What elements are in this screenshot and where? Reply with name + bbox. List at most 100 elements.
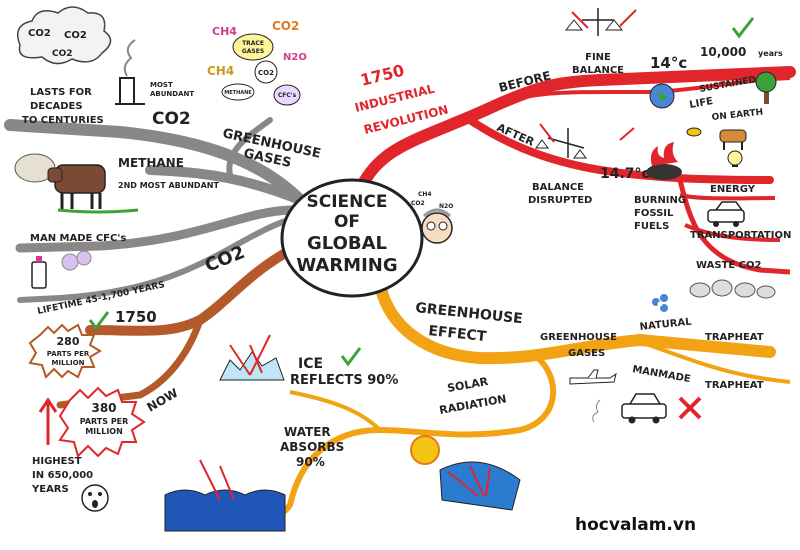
methane-note: 2ND MOST ABUNDANT xyxy=(118,181,219,190)
flower-icon xyxy=(652,294,668,312)
co2-branch-year: 1750 xyxy=(115,308,157,326)
ir-year: 1750 xyxy=(358,61,406,90)
co2-label: CO2 xyxy=(152,109,191,129)
trace-gas-word: CH4 xyxy=(207,64,234,78)
before-years: 10,000 xyxy=(700,45,746,59)
ge-gases-2: GASES xyxy=(568,348,605,359)
trace-gas-word: GASES xyxy=(242,48,264,55)
dog-icon xyxy=(719,129,747,150)
after-balance-1: BALANCE xyxy=(532,182,584,193)
formula-n2o: N2O xyxy=(439,203,453,210)
before-fine-2: BALANCE xyxy=(572,65,624,76)
factory-chimney-icon xyxy=(115,39,145,105)
trace-gas-word: CFC's xyxy=(278,92,297,99)
center-line3: GLOBAL xyxy=(307,233,387,254)
highest-1: HIGHEST xyxy=(32,456,82,467)
before-years-unit: years xyxy=(758,49,783,58)
up-arrow-icon xyxy=(38,397,58,445)
energy-label: ENERGY xyxy=(710,184,756,195)
ppm-1750-badge: 280 PARTS PER MILLION xyxy=(28,323,102,379)
center-node: SCIENCE OF GLOBAL WARMING CH4 CO2 N2O xyxy=(280,178,453,298)
highest-2: IN 650,000 xyxy=(32,470,93,481)
co2-tag: MOST xyxy=(150,81,173,89)
center-line2: OF xyxy=(334,212,360,232)
ppm-now-unit-1: PARTS PER xyxy=(80,417,129,426)
check-icon xyxy=(731,17,755,39)
branch-co2 xyxy=(56,240,305,409)
co2-note-1: LASTS FOR xyxy=(30,87,92,98)
natural-label: NATURAL xyxy=(639,317,693,333)
branch-greenhouse-gases xyxy=(4,117,306,303)
formula-co2: CO2 xyxy=(411,200,425,207)
methane-label: METHANE xyxy=(118,156,184,170)
burning-1: BURNING xyxy=(634,195,686,206)
ge-label-2: EFFECT xyxy=(428,323,488,345)
water-label-3: 90% xyxy=(296,455,325,469)
co2-cloud-word: CO2 xyxy=(52,49,73,59)
ppm-now-unit-2: MILLION xyxy=(85,427,123,436)
ppm-1750-value: 280 xyxy=(57,335,80,348)
cfcs-label: MAN MADE CFC's xyxy=(30,233,126,244)
ge-gases-1: GREENHOUSE xyxy=(540,332,617,343)
trace-gas-word: TRACE xyxy=(242,40,264,47)
ice-label-2: REFLECTS 90% xyxy=(290,373,398,388)
watermark: hocvalam.vn xyxy=(575,515,696,535)
ocean-waves-icon xyxy=(164,459,286,532)
solar-label-1: SOLAR xyxy=(446,375,489,395)
center-line4: WARMING xyxy=(296,255,397,276)
co2-cloud-icon: CO2 CO2 CO2 xyxy=(17,6,112,65)
trapheat-1: TRAPHEAT xyxy=(705,332,764,343)
highest-3: YEARS xyxy=(31,484,69,495)
check-icon xyxy=(88,311,110,331)
airplane-icon xyxy=(569,369,617,385)
bee-icon xyxy=(686,127,702,137)
car-icon xyxy=(707,201,745,227)
car-icon xyxy=(592,393,667,424)
water-label-2: ABSORBS xyxy=(280,440,344,454)
after-temp: 14.7°c xyxy=(600,166,650,182)
sun-earth-icon xyxy=(410,435,521,511)
cross-icon xyxy=(678,396,702,420)
trace-gas-word: CO2 xyxy=(272,19,299,33)
tilted-scale-icon xyxy=(535,123,635,159)
ice-label-1: ICE xyxy=(298,356,323,372)
ppm-now-badge: 380 PARTS PER MILLION xyxy=(58,386,146,458)
iceberg-icon xyxy=(219,334,285,381)
trace-gas-word: METHANE xyxy=(224,90,252,96)
trace-gases-cluster: CH4 CO2 TRACE GASES N2O CH4 CO2 METHANE … xyxy=(207,19,307,106)
scientist-icon xyxy=(421,208,453,244)
water-label-1: WATER xyxy=(284,425,331,439)
manmade-label: MANMADE xyxy=(631,364,691,385)
co2-tag2: ABUNDANT xyxy=(150,90,194,98)
balance-scale-icon xyxy=(564,8,637,36)
after-balance-2: DISRUPTED xyxy=(528,195,592,206)
before-temp: 14°c xyxy=(650,54,687,72)
ppm-now-value: 380 xyxy=(91,401,116,415)
ppm-1750-unit-1: PARTS PER xyxy=(47,350,90,358)
burning-2: FOSSIL xyxy=(634,208,674,219)
co2-note-2: DECADES xyxy=(30,101,83,112)
tree-icon xyxy=(755,71,777,104)
solar-label-2: RADIATION xyxy=(438,392,507,417)
trace-gas-word: N2O xyxy=(283,52,307,63)
sustained-3: ON EARTH xyxy=(711,108,763,123)
co2-cloud-word: CO2 xyxy=(64,30,87,41)
light-bulb-icon xyxy=(727,150,743,167)
trace-gas-word: CO2 xyxy=(258,69,274,77)
earth-icon xyxy=(649,83,675,109)
fire-icon xyxy=(646,142,682,180)
transportation-label: TRANSPORTATION xyxy=(690,230,791,241)
trace-gas-word: CH4 xyxy=(212,25,237,38)
cow-icon xyxy=(14,153,139,214)
center-line1: SCIENCE xyxy=(307,192,388,212)
before-fine-1: FINE xyxy=(585,52,611,63)
co2-branch-label: CO2 xyxy=(202,242,248,277)
worried-face-icon xyxy=(81,484,109,512)
trapheat-2: TRAPHEAT xyxy=(705,380,764,391)
branch-industrial-revolution xyxy=(354,66,796,275)
ppm-1750-unit-2: MILLION xyxy=(52,359,85,367)
spray-can-icon xyxy=(31,250,92,289)
formula-ch4: CH4 xyxy=(418,191,432,198)
